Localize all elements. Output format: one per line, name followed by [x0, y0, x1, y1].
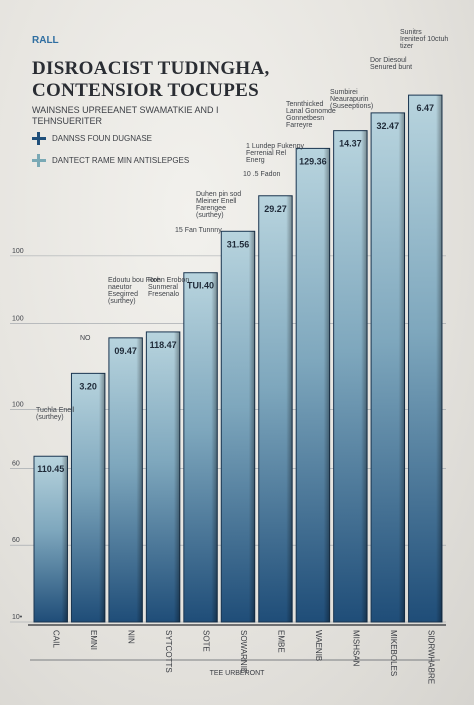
legend-swatch [32, 131, 46, 145]
y-tick-label: 60 [12, 537, 20, 544]
legend: DANNSS FOUN DUGNASE DANTECT RAME MIN ANT… [32, 130, 189, 174]
bar-shade [136, 337, 143, 622]
bar-shade [173, 331, 180, 622]
category-label: SOWARNIE [239, 630, 248, 673]
legend-item: DANTECT RAME MIN ANTISLEPGES [32, 152, 189, 168]
category-label: MISHSAN [351, 630, 360, 667]
legend-item: DANNSS FOUN DUGNASE [32, 130, 189, 146]
annotation: 1 Lundep Fukenpy Ferrenial Rel Energ [246, 143, 304, 164]
bar-shade [361, 130, 368, 622]
bar-shade [436, 95, 442, 623]
y-tick-label: 10• [12, 614, 23, 621]
category-label: MIKEBOLES [389, 630, 398, 676]
legend-swatch [32, 153, 46, 167]
annotation: Sumbirei Neaurapurin (Suseeptions) [330, 89, 373, 110]
bar-value-label: 3.20 [79, 381, 97, 391]
category-label: EMNI [89, 630, 98, 650]
bar-shade [248, 231, 255, 622]
legend-label: DANTECT RAME MIN ANTISLEPGES [52, 155, 190, 165]
bar-value-label: 14.37 [339, 139, 362, 149]
bar-shade [98, 373, 105, 622]
category-label: EMBE [276, 630, 285, 653]
y-tick-label: 60 [12, 460, 20, 467]
y-tick-label: 100 [12, 248, 24, 255]
chart-subtitle: WAINSNES UPREEANET SWAMATKIE AND I TEHNS… [32, 105, 219, 126]
bar-shade [323, 148, 330, 622]
category-label: SOTE [202, 630, 211, 652]
bar-shade [61, 456, 68, 622]
category-label: WAENIB [314, 630, 323, 661]
annotation: Edoutu bou Fore naeutor Esegirred (surthey) [108, 277, 160, 305]
annotation: Dor Diesoul Senured bunt [370, 57, 412, 71]
category-label: SYTCOTTS [164, 630, 173, 673]
bar-value-label: 118.47 [150, 340, 177, 350]
bar-value-label: TUI.40 [187, 281, 214, 291]
bar-value-label: 6.47 [417, 103, 435, 113]
bar-shade [398, 112, 405, 622]
annotation: Rohn Erobon Sunmeral Fresenalo [148, 277, 189, 298]
chart-title: DISROACIST TUDINGHA, CONTENSIOR TOCUPES [32, 58, 270, 101]
legend-label: DANNSS FOUN DUGNASE [52, 133, 153, 143]
bar-shade [211, 272, 218, 622]
bar-value-label: 110.45 [37, 464, 64, 474]
bar-value-label: 09.47 [114, 346, 137, 356]
bar-value-label: 31.56 [227, 239, 250, 249]
annotation: 15 Fan Tunnny [175, 227, 222, 234]
bar-value-label: 32.47 [377, 121, 400, 131]
annotation: NO [80, 335, 91, 342]
annotation: Tuchla Enell (surthey) [36, 407, 75, 421]
brand-logo: RALL [32, 35, 59, 46]
category-label: SIDRWHABRE [426, 630, 435, 684]
annotation: Sunitrs Ireniteof 10ctuh tizer [400, 29, 448, 50]
y-tick-label: 100 [12, 402, 24, 409]
bar-shade [286, 195, 293, 622]
category-label: CAIL [52, 630, 61, 648]
bar-value-label: 29.27 [264, 204, 287, 214]
chart-bars [33, 94, 443, 623]
category-label: NIN [127, 630, 136, 644]
bar-value-label: 129.36 [299, 156, 327, 166]
y-tick-label: 100 [12, 316, 24, 323]
x-axis-label: TEE URBERONT [209, 670, 265, 677]
annotation: 10 .5 Fadon [243, 171, 280, 178]
chart-labels: 110.45 CAIL 3.20 EMNI 09.47 NIN 118.47 SYTCOTTS… [36, 29, 448, 684]
annotation: Tennthicked Lanal Gonomde Gonnetbesn Farrey… [286, 101, 336, 129]
annotation: Duhen pin sod Mleiner Enell Farengee (surth… [196, 191, 241, 219]
